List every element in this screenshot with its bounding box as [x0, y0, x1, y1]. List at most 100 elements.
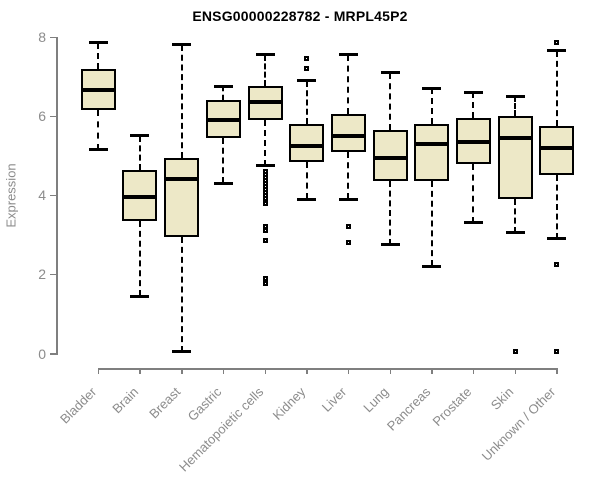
outlier-point [262, 280, 268, 286]
lower-whisker-cap [255, 164, 275, 168]
upper-whisker [389, 72, 392, 130]
upper-whisker [430, 88, 433, 125]
upper-whisker-cap [88, 41, 108, 45]
median-line [539, 145, 575, 150]
y-tick-label: 0 [38, 345, 46, 362]
outlier-point [262, 275, 268, 281]
lower-whisker-cap [213, 181, 233, 185]
upper-whisker [555, 50, 558, 126]
y-tick-label: 8 [38, 29, 46, 45]
outlier-point [554, 349, 560, 355]
lower-whisker [97, 110, 100, 150]
boxplot-box [164, 157, 200, 237]
lower-whisker-cap [172, 350, 192, 354]
outlier-point [512, 349, 518, 355]
upper-whisker [97, 42, 100, 69]
upper-whisker-cap [172, 43, 192, 47]
upper-whisker [138, 135, 141, 170]
x-axis-tick [306, 368, 308, 374]
x-axis-tick [181, 368, 183, 374]
boxplot-box [414, 124, 450, 182]
median-line [330, 133, 366, 138]
x-axis-tick [264, 368, 267, 374]
upper-whisker-cap [422, 86, 442, 90]
lower-whisker-cap [422, 264, 442, 268]
median-line [80, 88, 116, 93]
lower-whisker [222, 137, 225, 184]
lower-whisker [347, 151, 350, 200]
y-axis-label: Expression [3, 163, 19, 228]
outlier-point [262, 238, 268, 244]
lower-whisker [472, 163, 475, 223]
upper-whisker-cap [505, 94, 525, 98]
boxplot-box [497, 116, 533, 200]
median-line [205, 118, 241, 123]
outlier-point [262, 228, 268, 234]
upper-whisker [305, 80, 308, 125]
lower-whisker [555, 175, 558, 239]
upper-whisker-cap [380, 71, 400, 75]
lower-whisker-cap [88, 148, 108, 152]
upper-whisker-cap [130, 134, 150, 138]
chart-title: ENSG00000228782 - MRPL45P2 [192, 8, 408, 24]
outlier-point [554, 40, 560, 46]
lower-whisker [514, 199, 517, 233]
x-axis-tick [139, 368, 141, 374]
upper-whisker-cap [547, 49, 567, 53]
boxplot-box [539, 126, 575, 176]
x-axis-tick [431, 368, 433, 374]
lower-whisker-cap [338, 197, 358, 201]
y-axis-line [56, 37, 58, 355]
y-axis-tick [50, 194, 56, 197]
outlier-point [304, 56, 310, 62]
lower-whisker-cap [380, 243, 400, 247]
median-line [164, 177, 200, 182]
upper-whisker [180, 44, 183, 158]
outlier-point [345, 224, 351, 230]
lower-whisker-cap [547, 237, 567, 241]
median-line [372, 155, 408, 160]
median-line [497, 135, 533, 140]
median-line [122, 195, 158, 200]
y-tick-label: 2 [38, 266, 46, 283]
lower-whisker [305, 161, 308, 200]
lower-whisker [389, 181, 392, 245]
median-line [455, 139, 491, 144]
lower-whisker-cap [463, 221, 483, 225]
x-axis-tick [514, 368, 517, 374]
outlier-point [345, 240, 351, 246]
y-axis-tick [50, 115, 56, 118]
lower-whisker-cap [297, 197, 317, 201]
upper-whisker [264, 54, 267, 87]
upper-whisker-cap [338, 53, 358, 57]
y-tick-label: 4 [38, 187, 46, 204]
x-axis-tick [389, 368, 392, 374]
y-tick-label: 6 [38, 108, 46, 125]
upper-whisker [472, 92, 475, 119]
boxplot-box [289, 124, 325, 162]
lower-whisker-cap [505, 231, 525, 235]
upper-whisker [514, 96, 517, 117]
y-axis-tick [50, 353, 56, 355]
median-line [289, 143, 325, 148]
lower-whisker [264, 120, 267, 166]
x-axis-tick [472, 368, 475, 374]
x-axis-tick [97, 368, 100, 374]
lower-whisker [138, 220, 141, 297]
upper-whisker-cap [463, 90, 483, 94]
outlier-point [554, 261, 560, 267]
upper-whisker-cap [255, 53, 275, 57]
x-axis-line [98, 368, 558, 370]
y-axis-tick [50, 273, 56, 276]
lower-whisker-cap [130, 294, 150, 298]
x-axis-tick [556, 368, 558, 374]
upper-whisker [222, 86, 225, 101]
outlier-point [262, 200, 268, 206]
median-line [414, 141, 450, 146]
upper-whisker-cap [213, 84, 233, 88]
x-axis-tick [222, 368, 225, 374]
lower-whisker [180, 236, 183, 352]
x-axis-tick [347, 368, 350, 374]
y-axis-tick [50, 36, 56, 38]
